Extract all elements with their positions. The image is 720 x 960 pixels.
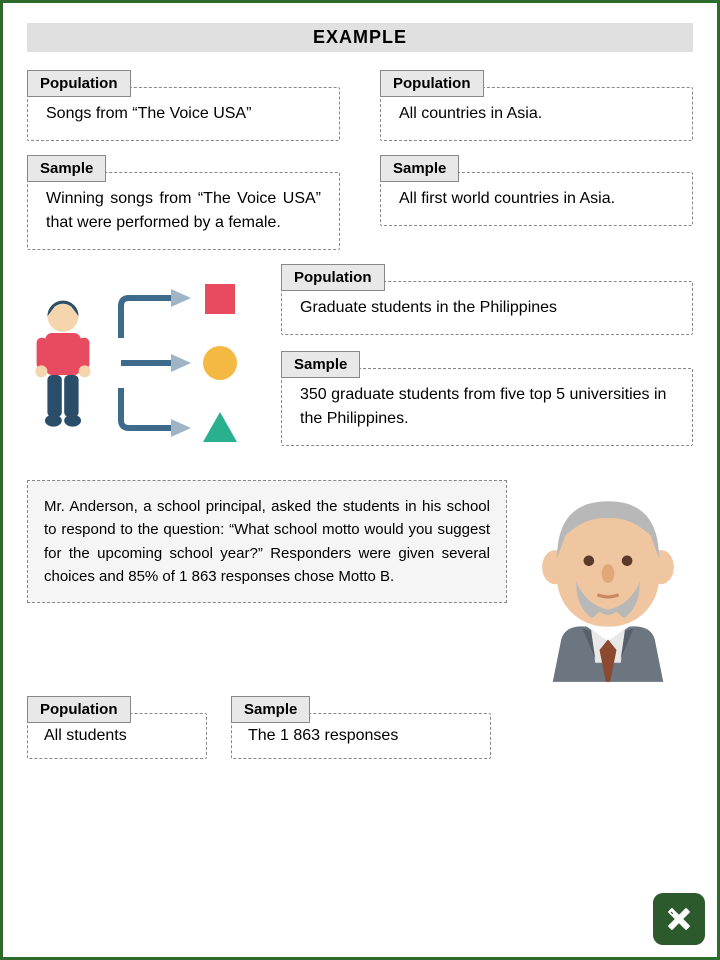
population-tag: Population xyxy=(27,70,131,97)
sample-tag: Sample xyxy=(231,696,310,723)
sample-tag: Sample xyxy=(281,351,360,378)
story-box: Mr. Anderson, a school principal, asked … xyxy=(27,480,507,603)
population-tag: Population xyxy=(380,70,484,97)
ex3-sample-box: 350 graduate students from five top 5 un… xyxy=(281,368,693,446)
story-row: Mr. Anderson, a school principal, asked … xyxy=(27,480,693,682)
example-header: EXAMPLE xyxy=(27,23,693,52)
pencil-ruler-badge xyxy=(653,893,705,945)
principal-icon xyxy=(523,480,693,682)
sample-tag: Sample xyxy=(27,155,106,182)
population-tag: Population xyxy=(27,696,131,723)
arrows-shapes-icon xyxy=(113,278,253,448)
bottom-row: Population All students Sample The 1 863… xyxy=(27,696,693,759)
row-samples-1: Sample Winning songs from “The Voice USA… xyxy=(27,155,693,250)
ex1-sample-box: Winning songs from “The Voice USA” that … xyxy=(27,172,340,250)
sampling-figure xyxy=(27,264,257,462)
mid-section: Population Graduate students in the Phil… xyxy=(27,264,693,462)
population-tag: Population xyxy=(281,264,385,291)
person-icon xyxy=(27,297,99,429)
row-populations-1: Population Songs from “The Voice USA” Po… xyxy=(27,70,693,141)
worksheet-page: EXAMPLE Population Songs from “The Voice… xyxy=(0,0,720,960)
sample-tag: Sample xyxy=(380,155,459,182)
